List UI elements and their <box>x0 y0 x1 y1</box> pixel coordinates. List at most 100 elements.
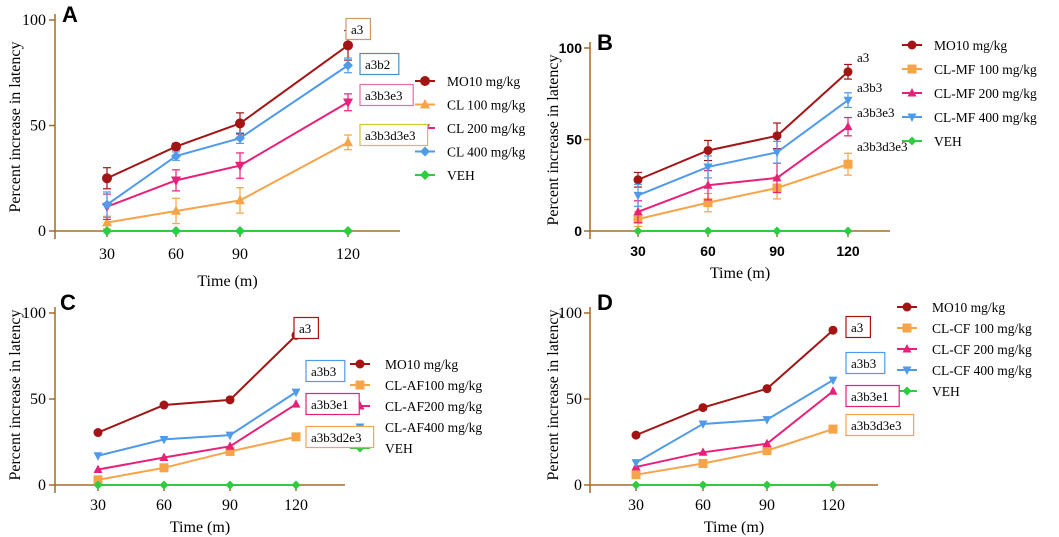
significance-annotation: a3b3e3 <box>857 105 895 120</box>
data-point <box>843 67 853 77</box>
annotation-box <box>845 384 900 408</box>
data-point <box>171 151 181 162</box>
data-point <box>762 480 772 490</box>
legend-label: VEH <box>932 384 960 399</box>
series-line <box>97 403 297 471</box>
series-1 <box>631 424 838 480</box>
x-tick-label: 60 <box>700 243 716 259</box>
panel-c: C 0 50 100 30 60 90 120 Time (m) Percent increase… <box>7 290 482 536</box>
data-point <box>772 226 782 236</box>
series-line <box>106 44 349 180</box>
panel-b: B 0 50 100 30 60 90 120 Time (m) Percent increase… <box>545 30 1037 282</box>
data-point <box>93 480 103 490</box>
series-line <box>635 390 834 468</box>
data-point <box>93 452 103 461</box>
data-point <box>225 431 235 441</box>
y-tick-label: 0 <box>38 477 46 494</box>
data-point <box>631 430 641 440</box>
data-point <box>171 205 181 215</box>
data-point <box>343 98 353 108</box>
series-line <box>635 379 834 464</box>
y-axis-label: Percent increase in latency <box>7 309 24 480</box>
x-tick-label: 90 <box>232 246 248 263</box>
data-point <box>225 395 235 405</box>
data-point <box>631 470 641 480</box>
y-tick-label: 100 <box>22 305 46 322</box>
y-tick-label: 0 <box>38 223 46 240</box>
x-tick-label: 90 <box>759 497 775 514</box>
data-point <box>102 199 112 210</box>
legend-label: CL-AF100 mg/kg <box>385 378 482 393</box>
legend-marker <box>902 386 912 396</box>
series-3 <box>631 376 838 468</box>
series-1 <box>633 152 853 228</box>
legend-marker <box>907 88 917 97</box>
annotation-box <box>845 413 915 437</box>
data-point <box>772 131 782 141</box>
panel-letter: A <box>62 2 78 27</box>
data-point <box>698 403 708 413</box>
data-point <box>159 400 169 410</box>
data-point <box>291 480 301 490</box>
y-axis-label: Percent increase in latency <box>545 309 562 480</box>
data-point <box>762 416 772 425</box>
x-tick-label: 60 <box>168 246 184 263</box>
series-2 <box>102 93 353 220</box>
x-tick-label: 90 <box>222 497 238 514</box>
data-point <box>93 475 103 485</box>
data-point <box>159 463 169 473</box>
data-point <box>698 420 708 429</box>
series-4 <box>633 226 853 236</box>
panel-letter: D <box>597 290 613 315</box>
annotation-box <box>293 316 319 340</box>
legend-label: CL-CF 200 mg/kg <box>932 342 1032 357</box>
legend-marker <box>355 359 365 369</box>
significance-annotation: a3b3d3e3 <box>851 418 902 433</box>
data-point <box>343 60 353 71</box>
data-point <box>235 226 245 236</box>
legend-marker <box>902 323 912 333</box>
panel-d: D 0 50 100 30 60 90 120 Time (m) Percent increase… <box>545 290 1032 536</box>
legend: MO10 mg/kg CL-AF100 mg/kg CL-AF200 mg/kg CL… <box>350 357 482 456</box>
data-point <box>291 399 301 408</box>
data-point <box>762 438 772 448</box>
series-1 <box>93 432 301 485</box>
data-point <box>171 176 181 186</box>
y-tick-label: 0 <box>574 223 582 239</box>
annotation-box <box>845 351 886 375</box>
data-point <box>828 386 838 395</box>
series-3 <box>93 388 301 461</box>
significance-annotation: a3b3d3e3 <box>365 128 416 143</box>
data-point <box>159 480 169 490</box>
legend-label: CL 100 mg/kg <box>447 98 526 113</box>
annotation-box <box>359 123 429 147</box>
series-3 <box>633 92 853 207</box>
y-tick-label: 100 <box>559 40 583 56</box>
annotation-box <box>845 315 871 339</box>
data-point <box>235 194 245 205</box>
annotation-box <box>305 425 375 449</box>
data-point <box>828 325 838 335</box>
series-line <box>637 163 849 221</box>
data-point <box>698 447 708 456</box>
legend-marker <box>902 302 912 312</box>
legend-label: MO10 mg/kg <box>934 38 1007 53</box>
series-2 <box>633 116 853 224</box>
annotation-box <box>345 17 371 41</box>
panel-letter: C <box>60 290 76 315</box>
data-point <box>343 226 353 236</box>
series-0 <box>633 63 853 188</box>
legend-label: MO10 mg/kg <box>932 300 1005 315</box>
y-tick-label: 50 <box>30 118 46 135</box>
y-tick-label: 50 <box>566 132 582 148</box>
data-point <box>225 441 235 450</box>
legend-label: CL-AF400 mg/kg <box>385 420 482 435</box>
legend-label: CL-MF 200 mg/kg <box>934 86 1037 101</box>
series-line <box>635 329 834 437</box>
x-axis-label: Time (m) <box>197 273 257 290</box>
series-line <box>106 141 349 224</box>
x-tick-label: 120 <box>836 243 860 259</box>
data-point <box>291 388 301 398</box>
significance-annotation: a3b3e1 <box>851 389 889 404</box>
x-axis-label: Time (m) <box>704 519 764 536</box>
